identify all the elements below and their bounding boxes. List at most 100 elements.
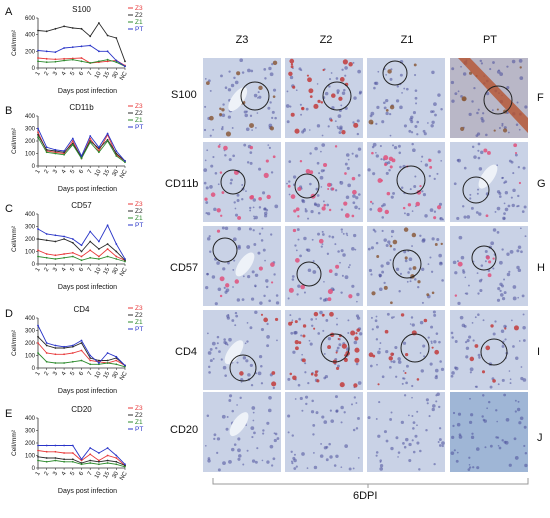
nucleus (335, 454, 339, 459)
nucleus (354, 248, 357, 251)
nucleus (334, 189, 338, 192)
nucleus (439, 262, 443, 265)
nucleus (400, 420, 404, 425)
data-point-pt (45, 444, 48, 447)
nucleus (426, 402, 429, 405)
nucleus (414, 278, 417, 281)
nucleus (339, 181, 344, 185)
nucleus (463, 166, 467, 170)
nucleus (220, 358, 223, 361)
nucleus (268, 123, 273, 128)
nucleus (378, 273, 382, 277)
stained-cell (220, 214, 223, 217)
data-point-z3 (54, 58, 57, 61)
nucleus (462, 126, 465, 129)
nucleus (510, 196, 513, 199)
x-tick-label: 2 (44, 168, 51, 174)
nucleus (521, 294, 525, 298)
micrograph-cd4-z3 (203, 310, 281, 390)
nucleus (254, 285, 257, 288)
nucleus (357, 327, 362, 331)
nucleus (372, 172, 376, 176)
nucleus (468, 463, 471, 466)
nucleus (300, 69, 303, 72)
nucleus (450, 451, 455, 456)
nucleus (311, 238, 314, 241)
nucleus (460, 65, 462, 68)
nucleus (241, 71, 245, 74)
nucleus (509, 249, 514, 254)
x-tick-label: 4 (61, 168, 68, 174)
data-point-z3 (89, 249, 92, 252)
nucleus (456, 216, 460, 221)
nucleus (222, 103, 225, 106)
nucleus (247, 68, 251, 73)
nucleus (411, 210, 414, 212)
x-tick-label: 1 (35, 70, 42, 76)
nucleus (237, 244, 241, 249)
nucleus (390, 195, 394, 199)
data-point-z1 (54, 362, 57, 364)
nucleus (264, 77, 267, 80)
data-point-z2 (98, 460, 100, 463)
chart-title: CD4 (73, 305, 90, 314)
nucleus (395, 267, 400, 271)
stained-cell (469, 356, 475, 362)
nucleus (256, 447, 259, 450)
nucleus (266, 335, 270, 339)
nucleus (427, 122, 429, 124)
nucleus (439, 217, 442, 220)
nucleus (308, 339, 311, 342)
nucleus (435, 332, 439, 335)
data-point-z2 (124, 259, 126, 262)
nucleus (273, 432, 276, 435)
nucleus (346, 234, 349, 237)
data-point-z3 (98, 255, 100, 258)
nucleus (499, 195, 502, 198)
nucleus (501, 284, 505, 288)
vessel-lumen (235, 252, 255, 277)
nucleus (503, 202, 506, 205)
nucleus (221, 414, 226, 419)
x-tick-label: 4 (61, 266, 68, 272)
data-point-pt (54, 344, 57, 347)
column-header-z3: Z3 (235, 34, 249, 46)
stained-cell (410, 274, 415, 279)
legend-label-z1: Z1 (135, 117, 143, 124)
data-point-z1 (63, 460, 65, 463)
stained-cell (328, 208, 332, 212)
nucleus (436, 237, 440, 242)
nucleus (344, 444, 348, 448)
nucleus (496, 420, 498, 423)
nucleus (380, 264, 384, 268)
nucleus (406, 212, 410, 217)
nucleus (317, 211, 321, 215)
stained-cell (331, 187, 335, 191)
nucleus (485, 91, 490, 96)
nucleus (208, 365, 211, 369)
nucleus (451, 67, 455, 71)
nucleus (207, 351, 212, 355)
x-tick-label: 3 (52, 470, 59, 476)
data-point-pt (63, 235, 65, 238)
vessel-wall-stain (458, 58, 528, 133)
nucleus (254, 284, 257, 288)
nucleus (391, 144, 395, 147)
stained-cell (288, 321, 293, 326)
data-point-z1 (106, 255, 109, 258)
stained-cell (216, 229, 221, 233)
nucleus (414, 434, 418, 438)
stained-cell (460, 126, 465, 131)
nucleus (356, 292, 360, 297)
nucleus (338, 338, 341, 341)
nucleus (502, 342, 505, 345)
nucleus (265, 279, 269, 283)
nucleus (484, 260, 487, 263)
nucleus (340, 405, 344, 410)
stained-cell (353, 122, 359, 128)
nucleus (353, 340, 358, 345)
nucleus (409, 188, 412, 191)
nucleus (304, 208, 307, 210)
nucleus (517, 400, 520, 403)
nucleus (228, 70, 231, 73)
